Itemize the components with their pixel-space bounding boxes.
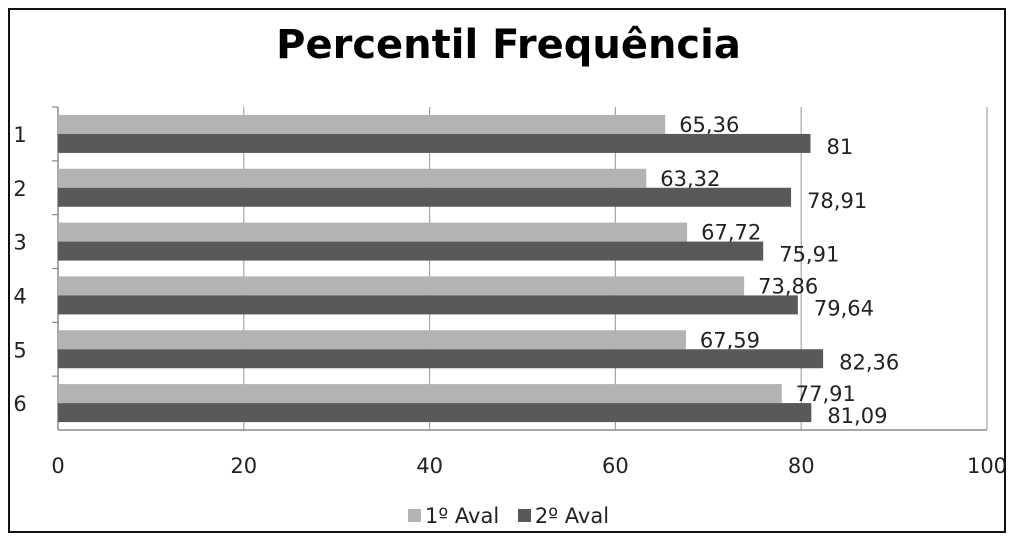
legend-item-1: 1º Aval [407,503,500,528]
data-label: 81 [826,135,853,159]
data-label: 75,91 [779,243,839,267]
data-label: 65,36 [679,113,739,137]
chart-frame [8,8,1006,533]
data-label: 79,64 [814,296,874,320]
legend-swatch-1 [407,509,421,522]
y-tick-label: 5 [13,338,26,362]
data-label: 82,36 [839,350,899,374]
y-tick-label: 3 [13,231,26,255]
bar [58,349,824,369]
bar [58,222,688,242]
x-tick-label: 100 [967,454,1007,478]
bar [58,276,745,296]
data-label: 81,09 [827,404,887,428]
y-tick-label: 4 [13,284,26,308]
data-label: 78,91 [807,189,867,213]
data-label: 63,32 [660,167,720,191]
y-tick-label: 2 [13,177,26,201]
bar [58,114,666,134]
data-label: 67,72 [701,221,761,245]
bar [58,133,811,153]
legend-swatch-2 [517,509,531,522]
legend-item-2: 2º Aval [517,503,610,528]
legend-label-2: 2º Aval [534,503,610,528]
x-tick-label: 0 [51,454,64,478]
legend-label-1: 1º Aval [424,503,500,528]
bar [58,330,686,350]
chart-title: Percentil Frequência [276,22,741,68]
bar [58,403,812,423]
bar [58,384,782,404]
data-label: 67,59 [700,328,760,352]
bar [58,241,764,261]
y-tick-label: 6 [13,392,26,416]
bar [58,295,798,315]
legend: 1º Aval 2º Aval [0,503,1017,528]
x-tick-label: 40 [416,454,443,478]
y-tick-label: 1 [13,123,26,147]
bar [58,168,647,188]
x-tick-label: 20 [230,454,257,478]
bar [58,187,792,207]
x-tick-label: 80 [788,454,815,478]
data-label: 77,91 [796,382,856,406]
x-tick-label: 60 [602,454,629,478]
data-label: 73,86 [758,274,818,298]
